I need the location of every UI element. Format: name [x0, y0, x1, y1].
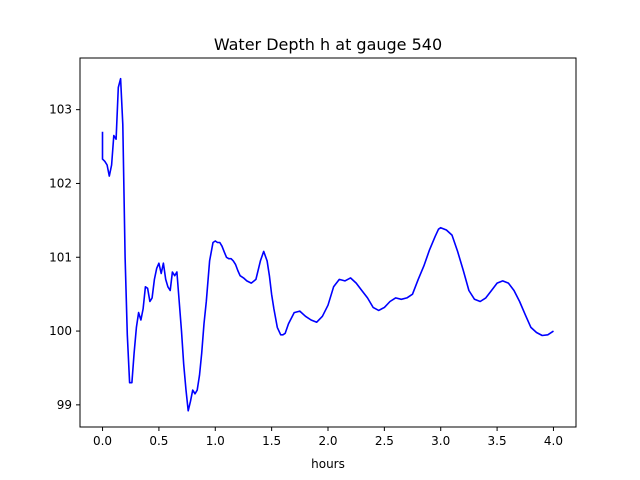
- x-axis-label: hours: [311, 457, 345, 471]
- x-tick-label: 1.5: [262, 434, 281, 448]
- x-tick-label: 3.5: [488, 434, 507, 448]
- y-tick-label: 101: [49, 250, 72, 264]
- y-tick-label: 103: [49, 103, 72, 117]
- series-layer: [101, 77, 554, 412]
- y-tick-label: 100: [49, 324, 72, 338]
- x-tick-label: 3.0: [431, 434, 450, 448]
- x-tick-label: 4.0: [544, 434, 563, 448]
- chart-title: Water Depth h at gauge 540: [214, 35, 442, 54]
- y-axis: 99 100 101 102 103: [49, 103, 80, 412]
- series-line: [101, 77, 554, 412]
- x-axis: 0.0 0.5 1.0 1.5 2.0 2.5 3.0 3.5 4.0: [93, 427, 563, 448]
- x-tick-label: 0.0: [93, 434, 112, 448]
- y-tick-label: 102: [49, 176, 72, 190]
- x-tick-label: 0.5: [149, 434, 168, 448]
- x-tick-label: 2.0: [318, 434, 337, 448]
- x-tick-label: 1.0: [206, 434, 225, 448]
- y-tick-label: 99: [57, 398, 72, 412]
- x-tick-label: 2.5: [375, 434, 394, 448]
